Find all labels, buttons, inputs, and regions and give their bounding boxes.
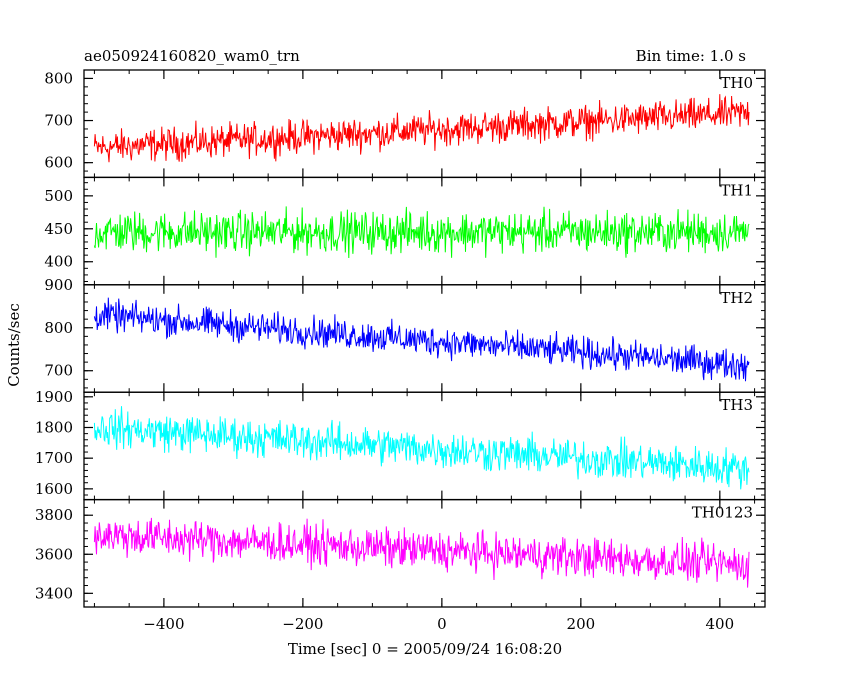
- y-tick-label: 3800: [35, 506, 73, 524]
- series-line-th0: [93, 94, 750, 163]
- y-tick-label: 450: [44, 220, 73, 238]
- x-axis-label: Time [sec] 0 = 2005/09/24 16:08:20: [288, 640, 562, 658]
- y-tick-label: 800: [44, 69, 73, 87]
- x-tick-label: 200: [567, 615, 596, 633]
- y-axis-label: Counts/sec: [5, 303, 23, 387]
- y-tick-label: 3600: [35, 545, 73, 563]
- chart-title-right: Bin time: 1.0 s: [636, 47, 746, 65]
- series-line-th2: [93, 297, 750, 382]
- panel-label-th2: TH2: [720, 289, 753, 307]
- chart-title-left: ae050924160820_wam0_trn: [84, 47, 300, 65]
- y-tick-label: 900: [44, 276, 73, 294]
- y-tick-label: 3400: [35, 584, 73, 602]
- panel-frame: [83, 498, 766, 608]
- panel-th0123: 3400 3600 3800 TH0123: [35, 498, 766, 608]
- panel-th1: 400 450 500 TH1: [44, 176, 766, 286]
- y-tick-label: 700: [44, 112, 73, 130]
- y-tick-label: 1600: [35, 480, 73, 498]
- y-tick-label: 1800: [35, 418, 73, 436]
- x-tick-label: 400: [706, 615, 735, 633]
- panel-label-th3: TH3: [720, 396, 753, 414]
- panel-label-th0123: TH0123: [692, 504, 753, 522]
- series-line-th3: [93, 406, 750, 490]
- panel-th3: 1600 1700 1800 1900 TH3: [35, 388, 766, 501]
- x-tick-label: −200: [282, 615, 323, 633]
- y-tick-label: 600: [44, 154, 73, 172]
- x-tick-label: 0: [437, 615, 447, 633]
- panel-label-th0: TH0: [720, 74, 753, 92]
- y-tick-label: 1900: [35, 388, 73, 406]
- panel-th2: 700 800 900 TH2: [44, 276, 766, 393]
- x-tick-label: −400: [143, 615, 184, 633]
- series-line-th1: [93, 206, 750, 259]
- panel-th0: 600 700 800 TH0: [44, 69, 766, 179]
- y-tick-label: 400: [44, 253, 73, 271]
- panel-label-th1: TH1: [720, 181, 753, 199]
- y-tick-label: 700: [44, 362, 73, 380]
- y-tick-label: 1700: [35, 449, 73, 467]
- y-tick-label: 800: [44, 319, 73, 337]
- series-line-th0123: [93, 517, 750, 588]
- y-tick-label: 500: [44, 187, 73, 205]
